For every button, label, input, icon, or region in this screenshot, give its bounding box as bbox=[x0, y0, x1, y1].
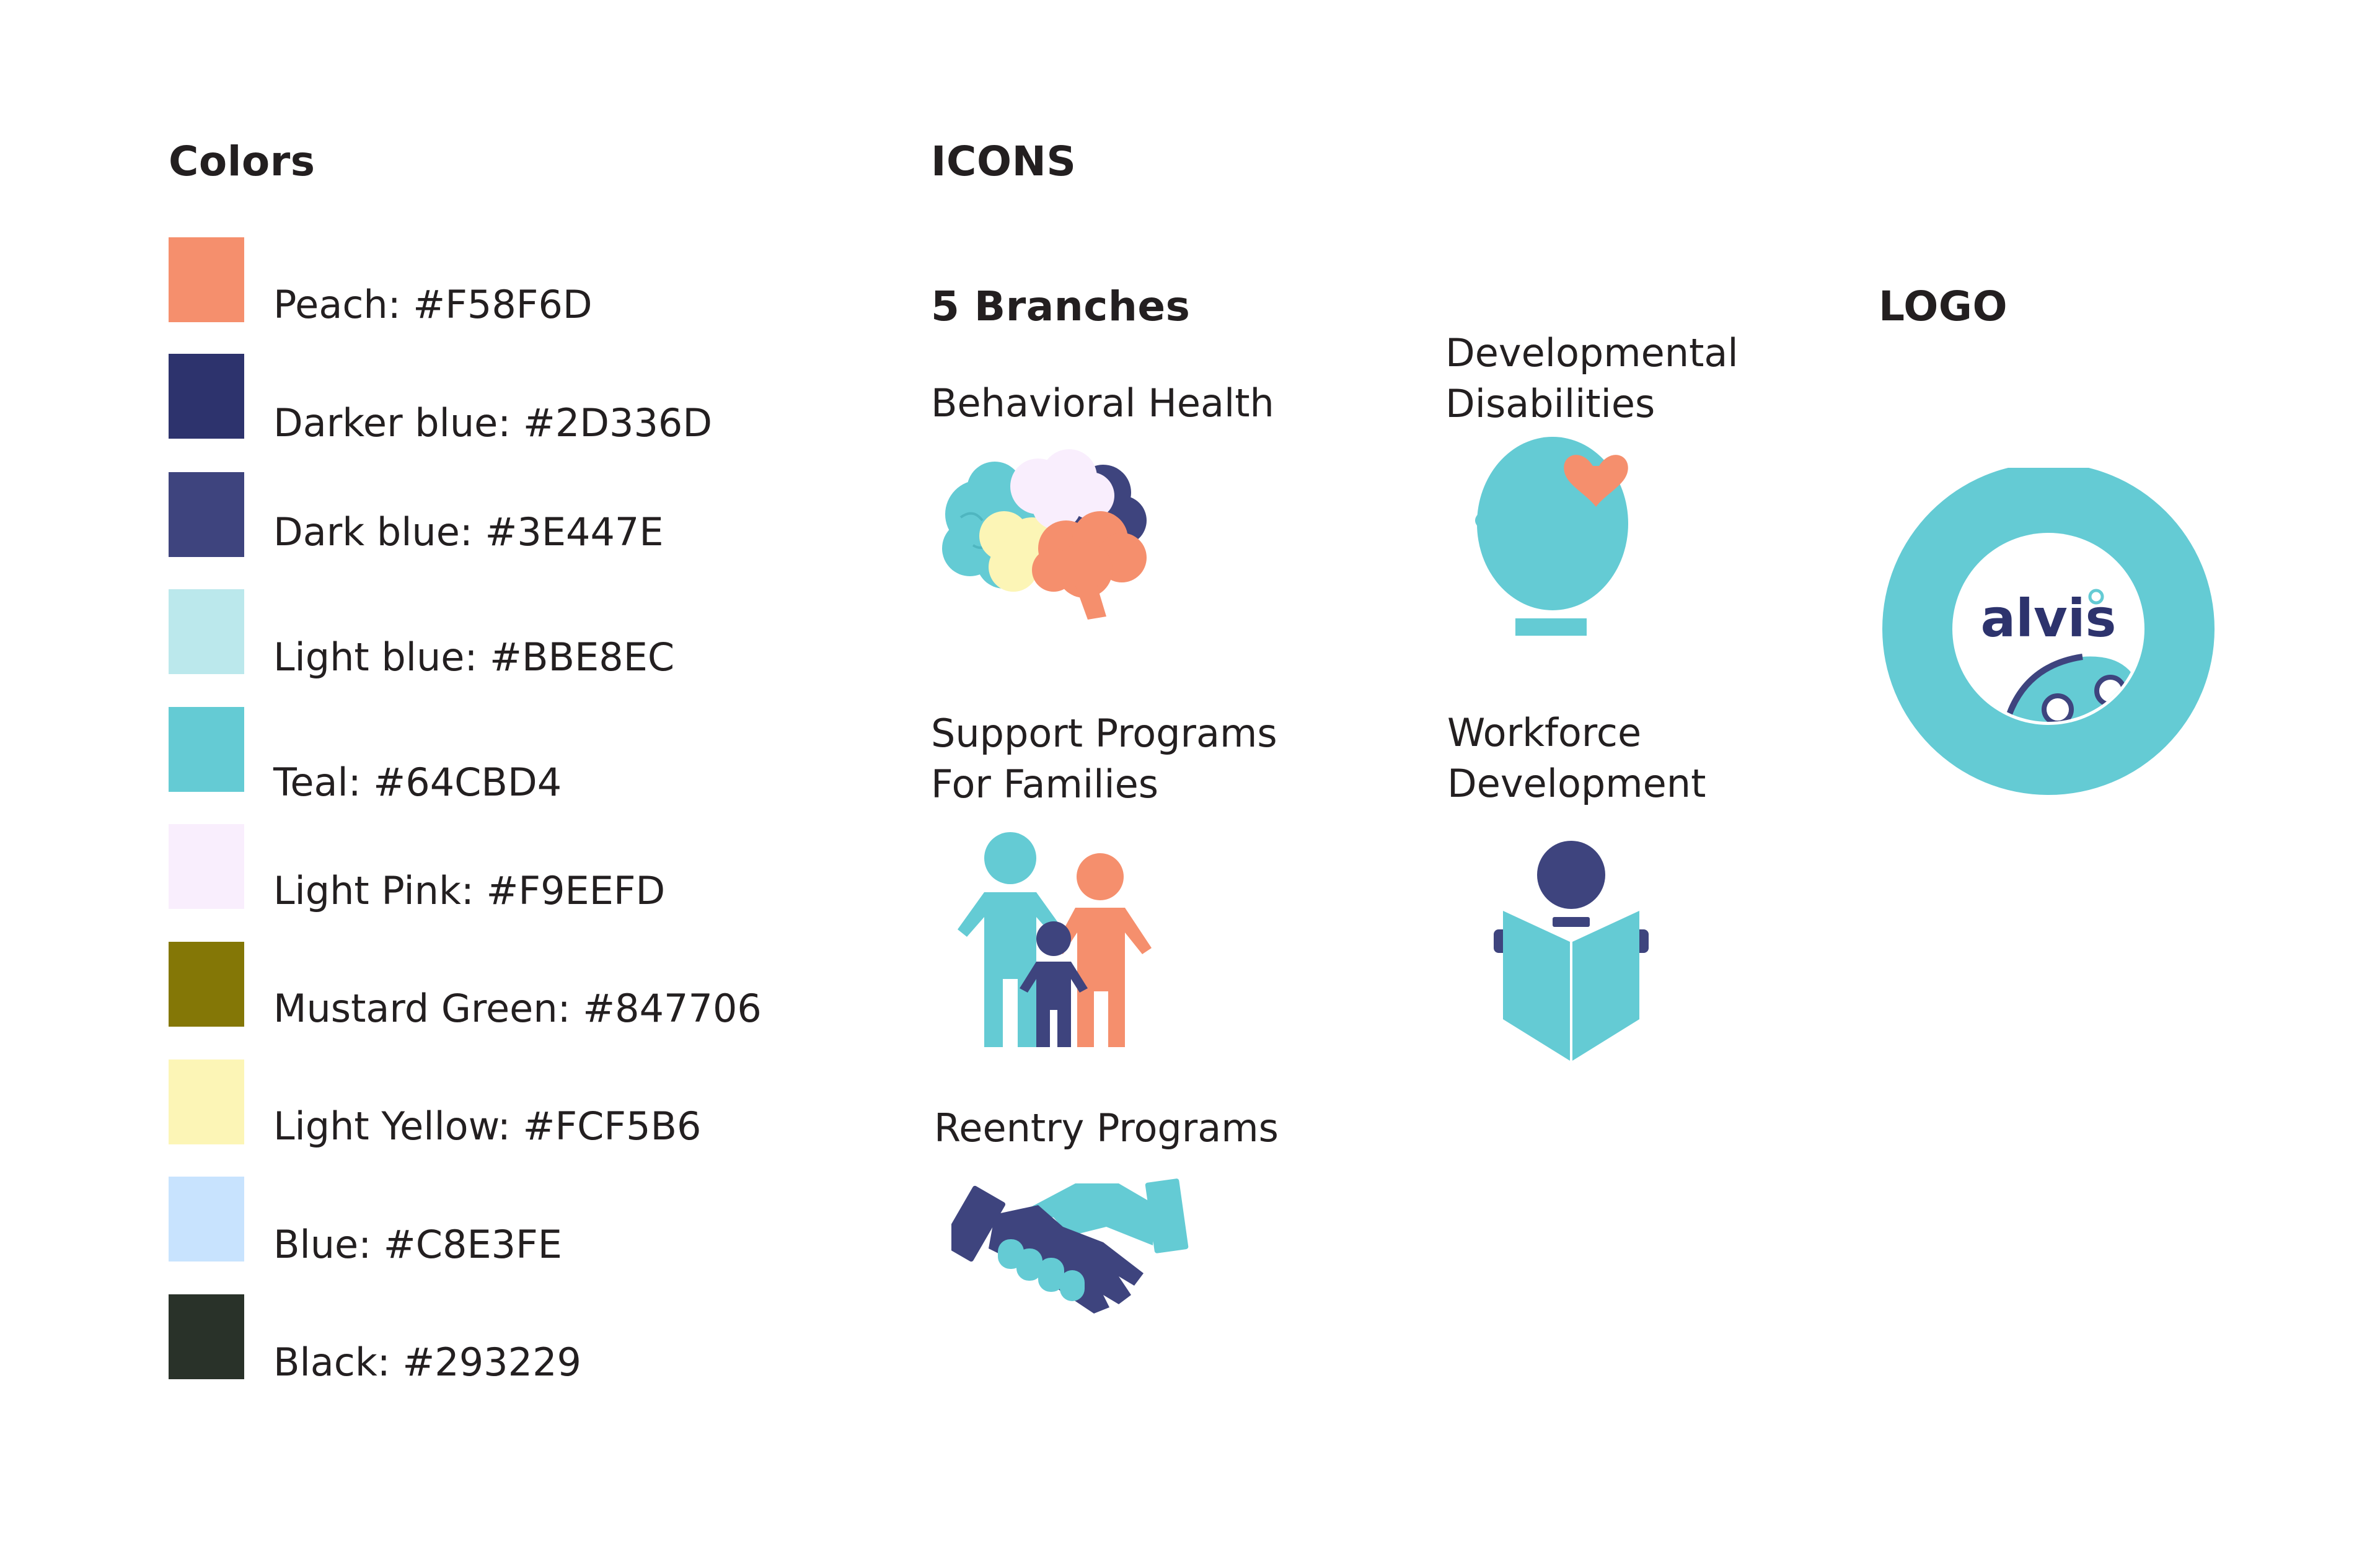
color-swatch-label: Black: #293229 bbox=[273, 1340, 581, 1385]
brain-icon bbox=[936, 443, 1165, 629]
color-swatch bbox=[169, 354, 244, 439]
color-swatch-label: Mustard Green: #847706 bbox=[273, 986, 762, 1031]
family-icon bbox=[948, 830, 1159, 1053]
logo-wordmark: alvis bbox=[1980, 588, 2116, 649]
handshake-icon bbox=[951, 1168, 1199, 1317]
color-swatch-label: Darker blue: #2D336D bbox=[273, 400, 713, 445]
logo-heading: LOGO bbox=[1879, 283, 2008, 330]
color-swatch bbox=[169, 707, 244, 792]
color-swatch bbox=[169, 1177, 244, 1261]
branch-label-line2: Disabilities bbox=[1445, 381, 1655, 426]
branch-label-support-programs: Support Programs For Families bbox=[931, 708, 1277, 810]
color-swatch bbox=[169, 1060, 244, 1144]
branch-label-behavioral-health: Behavioral Health bbox=[931, 380, 1274, 426]
color-swatch bbox=[169, 237, 244, 322]
color-swatch-label: Light Pink: #F9EEFD bbox=[273, 868, 666, 913]
head-heart-icon bbox=[1463, 434, 1642, 644]
branch-label-line1: Workforce bbox=[1447, 710, 1642, 755]
color-swatch-label: Teal: #64CBD4 bbox=[273, 760, 562, 805]
branch-label-line2: For Families bbox=[931, 761, 1159, 807]
colors-heading: Colors bbox=[169, 138, 315, 185]
color-swatch bbox=[169, 589, 244, 674]
branch-label-reentry-programs: Reentry Programs bbox=[934, 1105, 1279, 1151]
color-swatch bbox=[169, 942, 244, 1027]
branch-label-workforce-development: Workforce Development bbox=[1447, 708, 1706, 809]
color-swatch-label: Dark blue: #3E447E bbox=[273, 509, 664, 555]
branch-label-developmental-disabilities: Developmental Disabilities bbox=[1445, 328, 1739, 429]
branch-label-line1: Developmental bbox=[1445, 330, 1739, 375]
color-swatch-label: Light Yellow: #FCF5B6 bbox=[273, 1103, 702, 1149]
reading-person-icon bbox=[1491, 836, 1652, 1066]
branches-subheading: 5 Branches bbox=[931, 283, 1191, 330]
branch-label-line2: Development bbox=[1447, 761, 1706, 806]
color-swatch bbox=[169, 472, 244, 557]
color-swatch bbox=[169, 1294, 244, 1379]
color-swatch-label: Blue: #C8E3FE bbox=[273, 1222, 562, 1267]
alvis-logo: alvis bbox=[1878, 468, 2219, 796]
color-swatch bbox=[169, 824, 244, 909]
color-swatch-label: Peach: #F58F6D bbox=[273, 282, 593, 327]
color-swatch-label: Light blue: #BBE8EC bbox=[273, 634, 675, 680]
icons-heading: ICONS bbox=[931, 138, 1077, 185]
branch-label-line1: Support Programs bbox=[931, 711, 1277, 756]
